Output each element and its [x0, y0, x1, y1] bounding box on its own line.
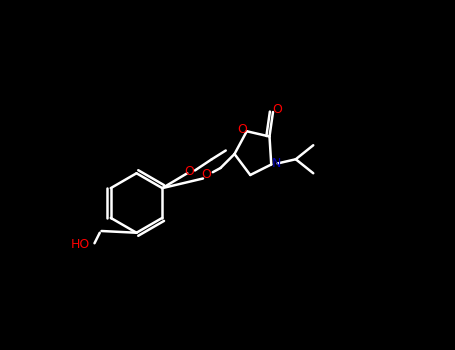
Text: O: O: [184, 165, 194, 178]
Text: O: O: [238, 123, 248, 136]
Text: HO: HO: [71, 238, 90, 252]
Text: N: N: [272, 157, 281, 170]
Text: O: O: [202, 168, 212, 182]
Text: O: O: [273, 103, 283, 116]
